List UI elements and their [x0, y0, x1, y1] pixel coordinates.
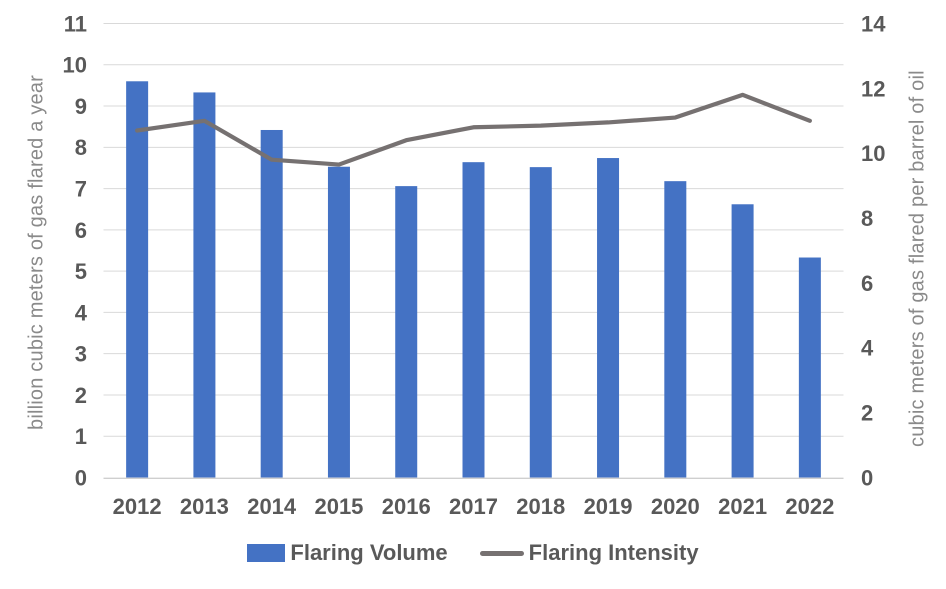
legend-label-flaring-volume: Flaring Volume: [290, 540, 448, 565]
bar-2019: [597, 158, 620, 478]
left-axis-tick-11: 11: [64, 11, 87, 36]
legend-label-flaring-intensity: Flaring Intensity: [528, 540, 699, 565]
left-axis-tick-7: 7: [75, 177, 87, 202]
right-axis-tick-8: 8: [861, 206, 873, 231]
bar-2013: [193, 92, 216, 478]
bar-2022: [798, 257, 821, 478]
x-axis-label-2015: 2015: [314, 494, 363, 519]
left-axis-tick-3: 3: [75, 342, 87, 367]
left-axis-tick-6: 6: [75, 218, 87, 243]
right-axis-title: cubic meters of gas flared per barrel of…: [906, 70, 929, 447]
left-axis-tick-1: 1: [75, 424, 87, 449]
left-axis-tick-0: 0: [75, 465, 87, 490]
x-axis-label-2018: 2018: [516, 494, 565, 519]
legend: Flaring Volume Flaring Intensity: [0, 540, 946, 566]
left-axis-tick-4: 4: [75, 300, 88, 325]
bar-2014: [260, 129, 283, 478]
right-axis-tick-14: 14: [861, 11, 886, 36]
x-axis-label-2016: 2016: [382, 494, 431, 519]
bar-2020: [664, 181, 687, 478]
legend-line-swatch-icon: [479, 550, 524, 556]
legend-item-flaring-intensity: Flaring Intensity: [479, 540, 699, 566]
legend-item-flaring-volume: Flaring Volume: [247, 540, 448, 566]
right-axis-tick-2: 2: [861, 401, 873, 426]
right-axis-tick-10: 10: [861, 141, 885, 166]
right-axis-tick-0: 0: [861, 465, 873, 490]
line-series-flaring-intensity: [135, 92, 812, 167]
x-axis-label-2012: 2012: [113, 494, 162, 519]
left-axis-tick-8: 8: [75, 135, 87, 160]
legend-bar-swatch-icon: [247, 544, 286, 562]
bar-2015: [327, 166, 350, 478]
left-axis-tick-2: 2: [75, 383, 87, 408]
x-axis-label-2014: 2014: [247, 494, 297, 519]
x-axis-label-2020: 2020: [651, 494, 700, 519]
right-axis-tick-12: 12: [861, 76, 885, 101]
bar-2012: [126, 81, 149, 478]
x-axis-label-2019: 2019: [584, 494, 633, 519]
left-axis-tick-5: 5: [75, 259, 87, 284]
right-axis-tick-6: 6: [861, 271, 873, 296]
right-axis-tick-4: 4: [861, 336, 874, 361]
bar-2021: [731, 204, 754, 478]
x-axis-label-2013: 2013: [180, 494, 229, 519]
x-axis-label-2021: 2021: [718, 494, 767, 519]
x-axis-label-2017: 2017: [449, 494, 498, 519]
left-axis-tick-9: 9: [75, 94, 87, 119]
bar-2017: [462, 162, 485, 478]
bar-2018: [529, 167, 552, 478]
x-axis-label-2022: 2022: [785, 494, 834, 519]
bar-2016: [395, 186, 418, 478]
left-axis-tick-10: 10: [63, 53, 87, 78]
